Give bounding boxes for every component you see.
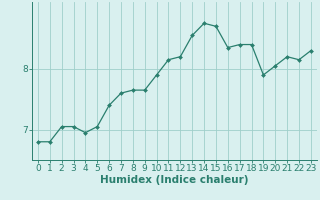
X-axis label: Humidex (Indice chaleur): Humidex (Indice chaleur) <box>100 175 249 185</box>
